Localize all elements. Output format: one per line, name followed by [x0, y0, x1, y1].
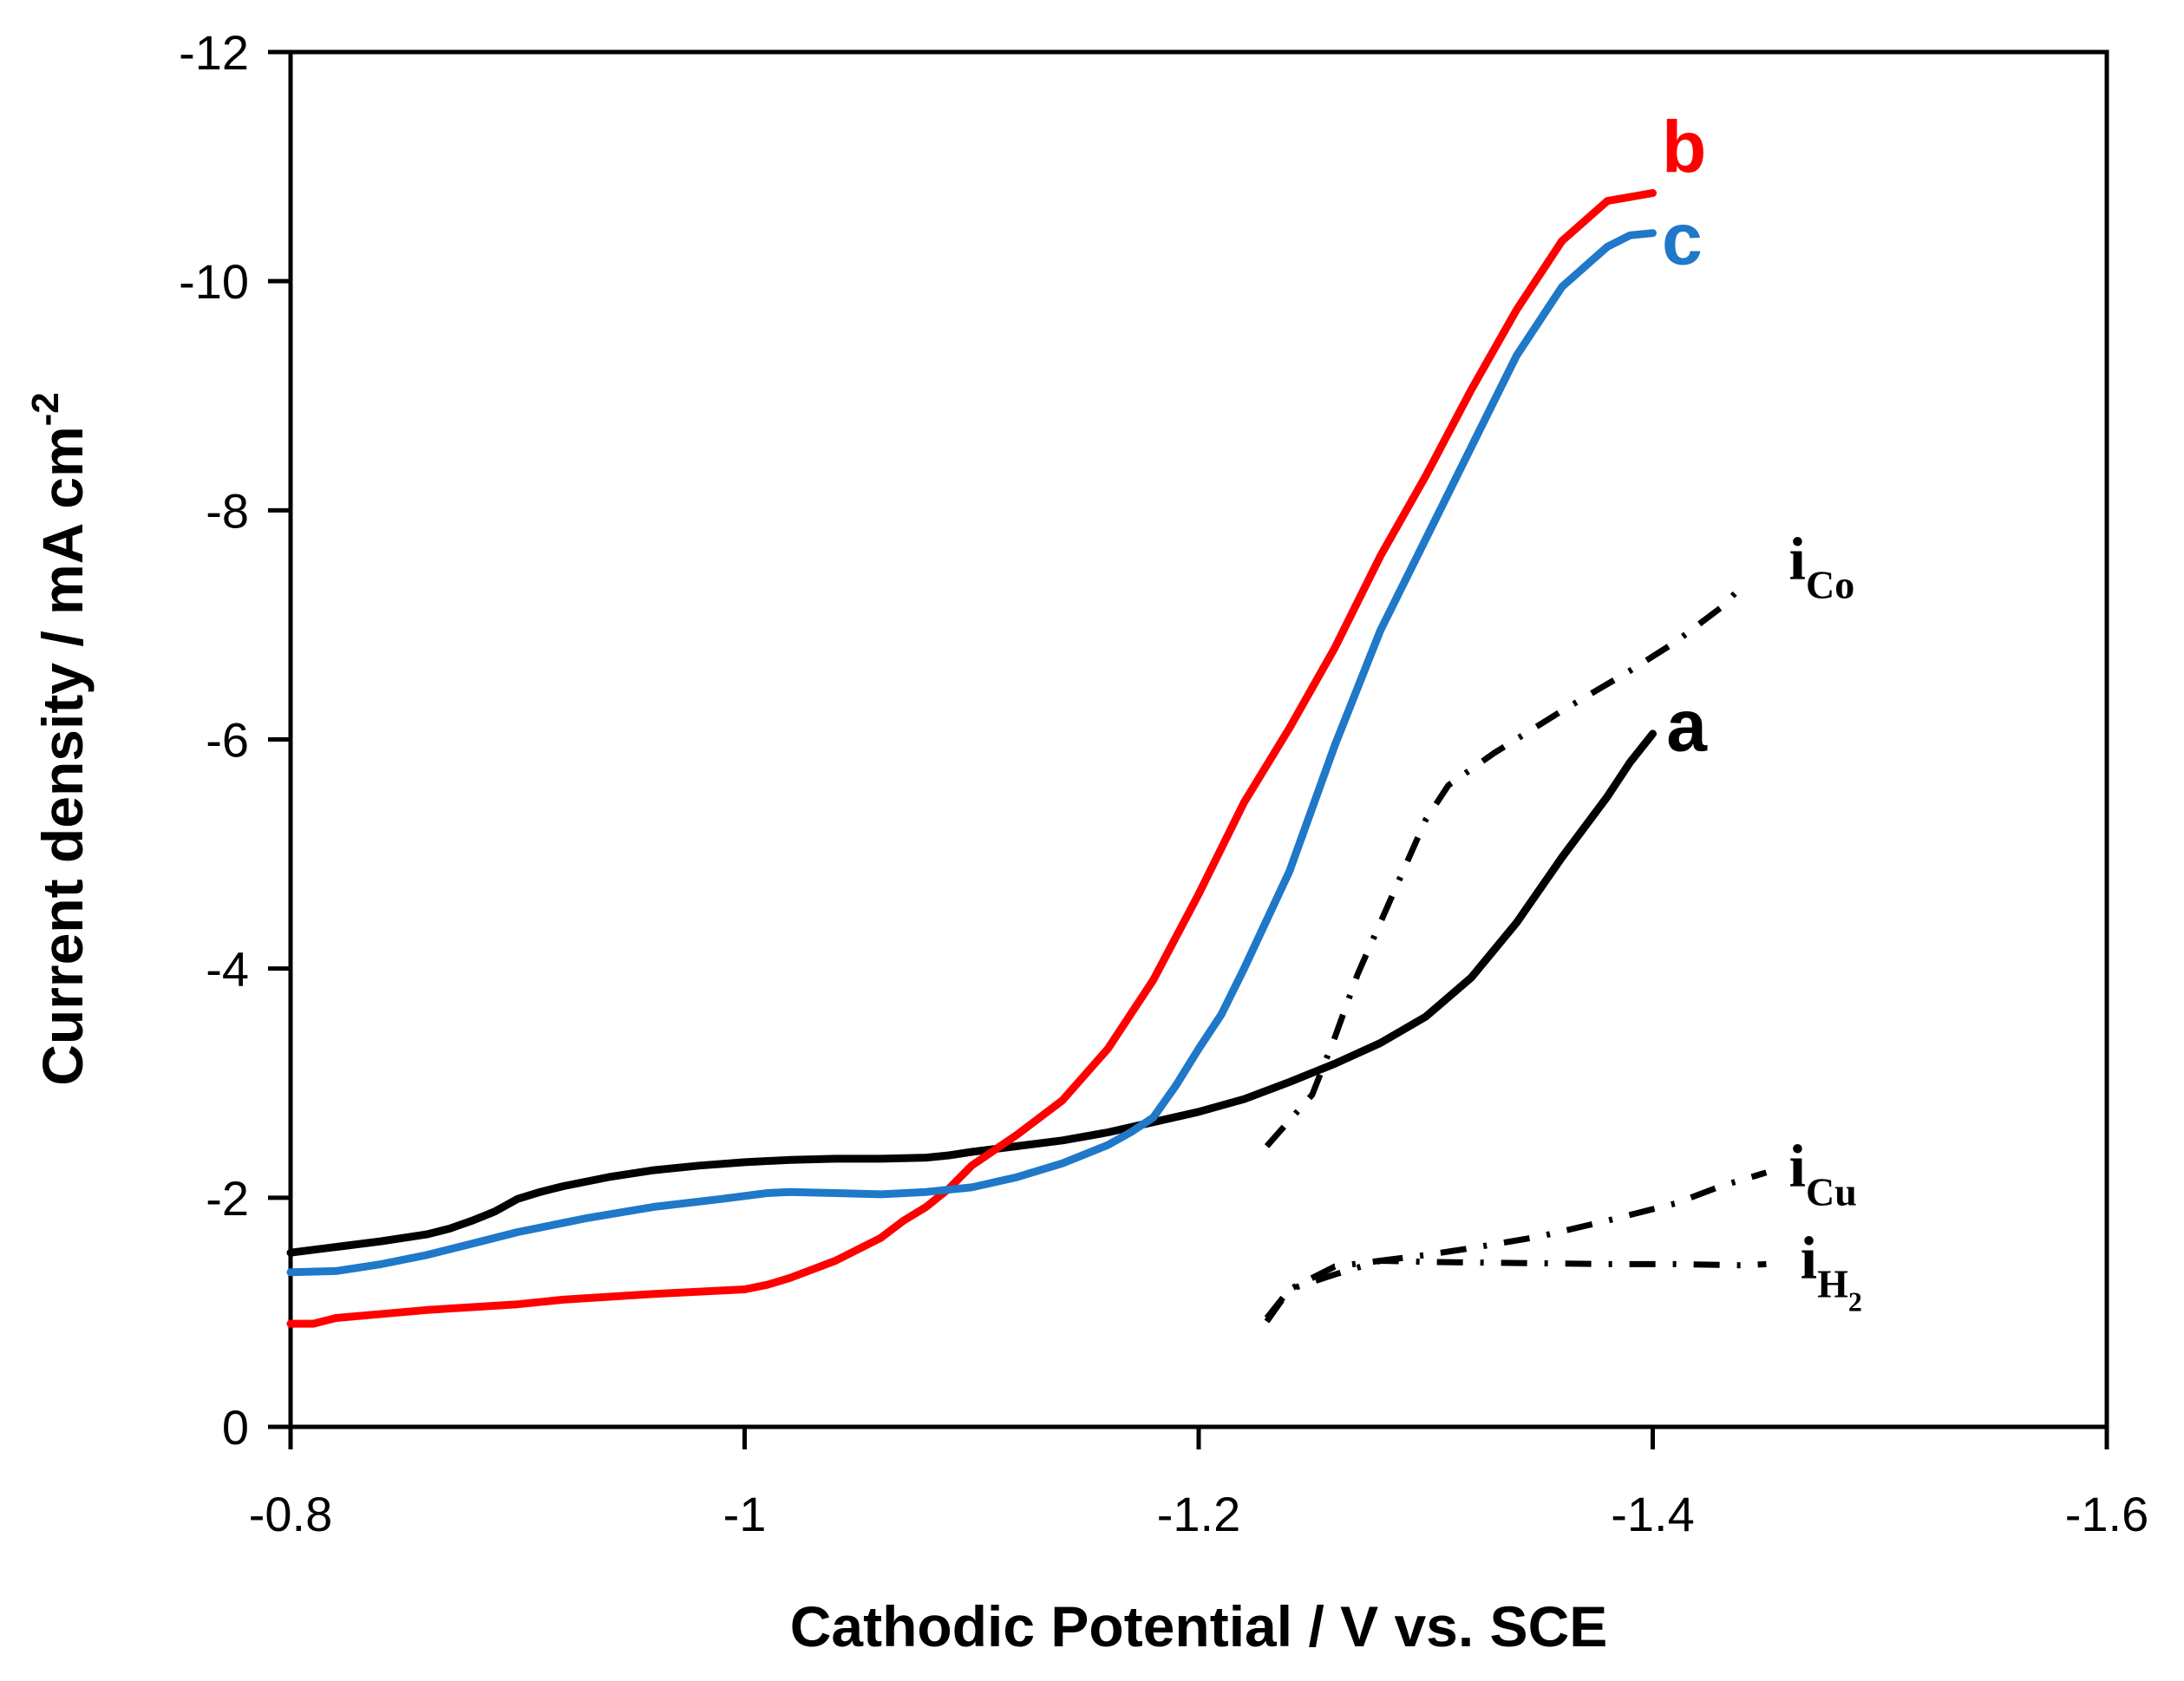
series-label-main: i [1801, 1225, 1817, 1292]
x-axis-ticks: -0.8 -1 -1.2 -1.4 -1.6 [249, 1427, 2149, 1541]
x-tick-label: -1 [723, 1487, 767, 1541]
series-line-a [286, 729, 1657, 1257]
y-axis-ticks: 0 -2 -4 -6 -8 -10 -12 [179, 25, 291, 1455]
series-label-subsubscript: 2 [1848, 1285, 1862, 1317]
series-label-iH2: iH2 [1801, 1225, 1862, 1317]
series-label-main: i [1789, 1134, 1806, 1200]
series-label-subscript: H [1817, 1261, 1848, 1305]
x-tick-label: -1.2 [1157, 1487, 1241, 1541]
y-tick-label: -8 [206, 483, 249, 538]
series-label-iCu: iCu [1789, 1134, 1857, 1214]
series-line-iCo [1264, 582, 1746, 1148]
y-axis-title-text: Current density / mA cm [30, 426, 95, 1085]
y-tick-label: -4 [206, 942, 249, 997]
series-label-subscript: Cu [1806, 1170, 1857, 1214]
series-label-iCo: iCo [1789, 527, 1855, 607]
series-label-b: b [1662, 107, 1706, 188]
y-tick-label: -2 [206, 1171, 249, 1226]
series-label-c: c [1662, 198, 1703, 279]
y-tick-label: 0 [222, 1400, 249, 1455]
series-line-c [286, 229, 1657, 1277]
y-axis-title: Current density / mA cm-2 [24, 392, 95, 1086]
series-label-subscript: Co [1806, 563, 1854, 607]
series-label-main: i [1789, 527, 1806, 593]
x-tick-label: -1.4 [1611, 1487, 1695, 1541]
x-axis-title: Cathodic Potential / V vs. SCE [790, 1594, 1608, 1658]
series-line-iH2 [1264, 1258, 1767, 1324]
x-tick-label: -1.6 [2065, 1487, 2149, 1541]
series-line-b [286, 189, 1657, 1328]
series-layer [286, 189, 1768, 1328]
series-label-a: a [1666, 685, 1708, 767]
y-tick-label: -12 [179, 25, 249, 80]
x-tick-label: -0.8 [249, 1487, 333, 1541]
y-tick-label: -6 [206, 713, 249, 768]
y-tick-label: -10 [179, 254, 249, 309]
y-axis-title-superscript: -2 [24, 392, 67, 426]
series-line-iCu [1264, 1169, 1768, 1320]
